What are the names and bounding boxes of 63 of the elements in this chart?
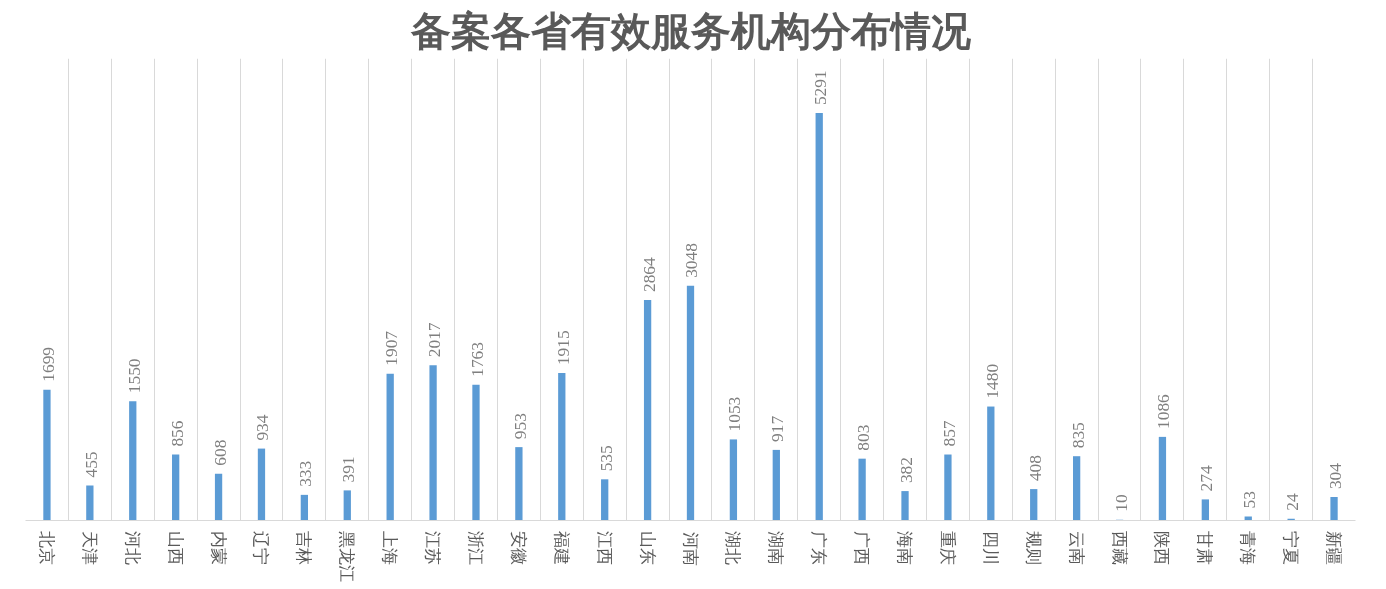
x-tick-label: 甘肃	[1195, 531, 1216, 566]
data-label: 455	[81, 451, 101, 478]
x-tick-label: 西藏	[1109, 531, 1130, 566]
data-label: 1550	[124, 358, 144, 394]
data-label: 24	[1283, 492, 1303, 511]
data-label: 2864	[639, 256, 659, 292]
x-tick-label: 规则	[1023, 531, 1044, 566]
data-label: 10	[1111, 494, 1131, 512]
data-label: 408	[1025, 455, 1045, 482]
data-label: 3048	[682, 243, 702, 278]
x-tick-label: 湖南	[766, 531, 787, 566]
data-label: 934	[253, 414, 273, 441]
x-tick-label: 重庆	[937, 531, 958, 566]
data-label: 953	[510, 413, 530, 440]
x-tick-label: 辽宁	[251, 531, 272, 566]
x-tick-label: 内蒙	[208, 531, 229, 566]
data-label: 535	[596, 445, 616, 472]
x-tick-label: 海南	[895, 531, 916, 566]
data-label: 382	[897, 457, 917, 484]
x-tick-label: 北京	[36, 531, 57, 566]
x-tick-label: 吉林	[294, 531, 315, 566]
data-label: 1086	[1154, 393, 1174, 429]
x-tick-label: 福建	[551, 531, 572, 566]
x-tick-label: 江苏	[423, 531, 444, 566]
x-tick-label: 天津	[79, 531, 100, 566]
data-label: 1699	[38, 347, 58, 382]
data-label: 803	[854, 424, 874, 451]
data-label: 333	[296, 460, 316, 487]
data-label: 856	[167, 420, 187, 447]
data-label: 274	[1197, 465, 1217, 492]
x-tick-label: 浙江	[465, 531, 486, 566]
x-tick-label: 山东	[637, 531, 658, 566]
data-label: 304	[1326, 462, 1346, 490]
data-label: 53	[1240, 491, 1260, 509]
x-tick-label: 河南	[680, 531, 701, 566]
data-label: 917	[768, 415, 788, 442]
x-tick-label: 山西	[165, 531, 186, 566]
data-label: 608	[210, 439, 230, 466]
data-label: 5291	[811, 70, 831, 106]
data-label: 1907	[382, 330, 402, 366]
data-label: 2017	[425, 322, 445, 358]
data-label: 391	[339, 456, 359, 483]
x-tick-label: 四川	[980, 531, 1001, 566]
x-tick-label: 广东	[809, 531, 830, 566]
x-tick-label: 新疆	[1324, 531, 1345, 566]
x-tick-label: 陕西	[1152, 531, 1173, 566]
data-label: 1480	[982, 363, 1002, 399]
data-label: 1763	[467, 342, 487, 377]
x-tick-label: 青海	[1238, 531, 1259, 566]
x-tick-label: 上海	[380, 531, 401, 566]
x-tick-label: 黑龙江	[337, 531, 358, 583]
data-label: 857	[939, 420, 959, 447]
x-tick-label: 广西	[852, 531, 873, 566]
x-tick-label: 宁夏	[1281, 531, 1302, 566]
x-tick-label: 湖北	[723, 531, 744, 566]
chart-title: 备案各省有效服务机构分布情况	[409, 7, 971, 54]
x-tick-label: 安徽	[508, 531, 529, 566]
x-tick-label: 云南	[1066, 531, 1087, 566]
x-tick-label: 河北	[122, 531, 143, 566]
data-label: 835	[1068, 422, 1088, 449]
data-label: 1053	[725, 396, 745, 432]
data-label: 1915	[553, 330, 573, 366]
x-tick-label: 江西	[594, 531, 615, 566]
